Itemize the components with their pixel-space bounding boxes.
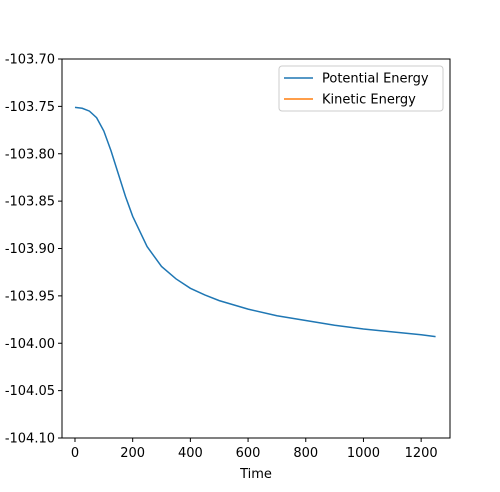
x-tick-label: 0 [71, 446, 79, 461]
y-tick-label: -103.90 [5, 242, 55, 257]
x-tick-label: 400 [178, 446, 203, 461]
legend-label: Kinetic Energy [322, 93, 416, 108]
x-axis-label: Time [239, 467, 272, 482]
y-tick-label: -103.85 [5, 195, 55, 210]
y-tick-label: -103.70 [5, 53, 55, 68]
x-tick-label: 1200 [405, 446, 438, 461]
y-tick-label: -103.75 [5, 100, 55, 115]
series-line-0 [74, 106, 436, 338]
y-tick-label: -103.80 [5, 147, 55, 162]
y-tick-label: -104.05 [5, 384, 55, 399]
y-tick-label: -104.10 [5, 432, 55, 447]
x-tick-label: 1000 [347, 446, 380, 461]
y-tick-label: -103.95 [5, 289, 55, 304]
x-tick-label: 600 [236, 446, 261, 461]
x-tick-label: 800 [293, 446, 318, 461]
legend-label: Potential Energy [322, 72, 429, 87]
legend-box [278, 65, 444, 112]
plot-frame [61, 58, 451, 439]
x-tick-label: 200 [120, 446, 145, 461]
y-tick-label: -104.00 [5, 337, 55, 352]
